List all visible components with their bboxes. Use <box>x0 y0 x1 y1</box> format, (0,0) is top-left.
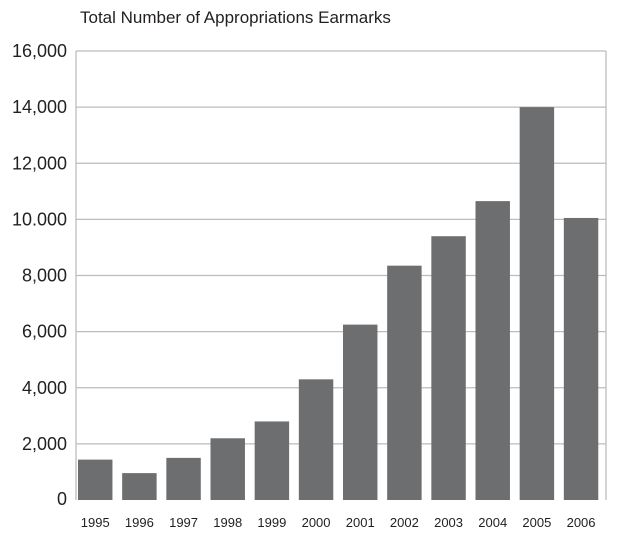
x-tick-label: 2005 <box>522 515 551 530</box>
x-tick-label: 1996 <box>125 515 154 530</box>
bar-2000 <box>298 379 334 500</box>
y-axis-ticks: 0 2,000 4,000 6,000 8,000 10.000 12,000 14,000 1… <box>12 41 67 509</box>
x-tick-label: 2002 <box>390 515 419 530</box>
x-axis-ticks: 1995 1996 1997 1998 1999 2000 2001 2002 2003 2004… <box>81 515 596 530</box>
x-tick-label: 2000 <box>302 515 331 530</box>
x-tick-label: 2003 <box>434 515 463 530</box>
x-tick-label: 1997 <box>169 515 198 530</box>
y-tick-label: 2,000 <box>22 434 67 454</box>
bar-1999 <box>254 421 290 500</box>
x-tick-label: 1999 <box>257 515 286 530</box>
bar-2005 <box>519 107 555 500</box>
bar-2002 <box>387 265 422 500</box>
bar-1997 <box>166 457 201 500</box>
y-tick-label: 12,000 <box>12 153 67 173</box>
gridlines <box>75 50 607 500</box>
bars <box>78 107 599 501</box>
chart-title: Total Number of Appropriations Earmarks <box>80 8 391 27</box>
y-tick-label: 0 <box>57 489 67 509</box>
x-tick-label: 1995 <box>81 515 110 530</box>
bar-2006 <box>563 217 599 501</box>
y-tick-label: 8,000 <box>22 266 67 286</box>
bar-2004 <box>475 201 510 500</box>
bar-2001 <box>343 324 378 500</box>
x-tick-label: 2006 <box>567 515 596 530</box>
y-tick-label: 14,000 <box>12 97 67 117</box>
bar-1996 <box>122 473 157 500</box>
x-tick-label: 2004 <box>478 515 507 530</box>
y-tick-label: 10.000 <box>12 209 67 229</box>
bar-1995 <box>78 459 113 500</box>
y-tick-label: 4,000 <box>22 378 67 398</box>
y-tick-label: 16,000 <box>12 41 67 61</box>
bar-2003 <box>431 236 466 500</box>
bar-1998 <box>210 438 245 500</box>
x-tick-label: 1998 <box>213 515 242 530</box>
x-tick-label: 2001 <box>346 515 375 530</box>
y-tick-label: 6,000 <box>22 322 67 342</box>
